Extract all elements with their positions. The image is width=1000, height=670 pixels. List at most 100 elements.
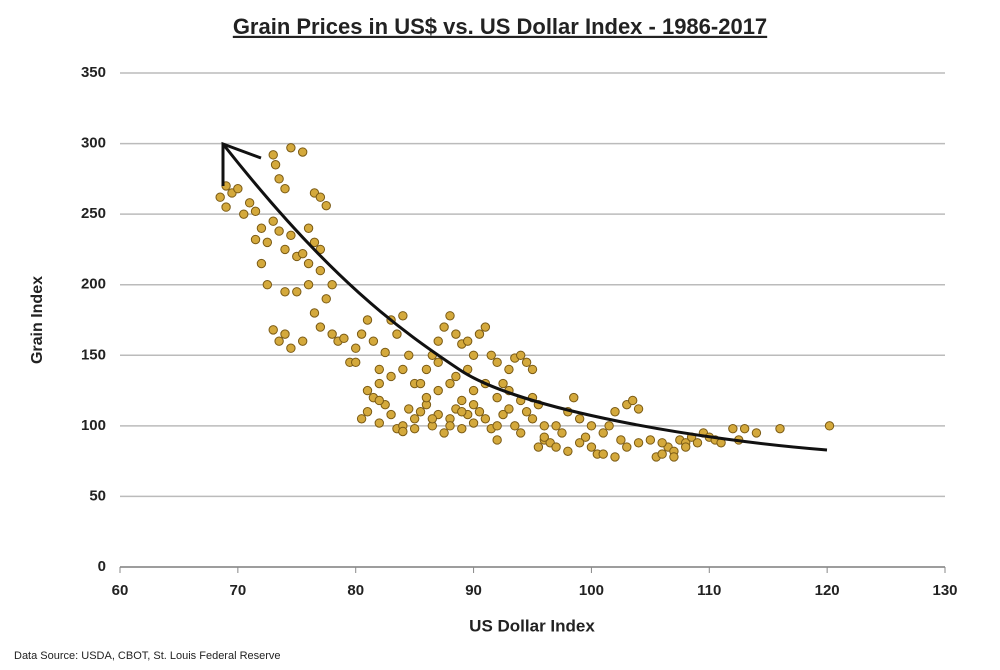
point [521, 357, 532, 368]
point [433, 336, 443, 346]
point [516, 428, 526, 438]
point [398, 364, 408, 375]
point [480, 322, 491, 332]
point [433, 385, 443, 396]
point [392, 329, 402, 339]
point [280, 329, 290, 339]
point [586, 421, 597, 431]
point [498, 378, 508, 389]
point [233, 184, 243, 194]
x-axis-label: US Dollar Index [469, 616, 595, 635]
point [309, 237, 320, 248]
point [445, 421, 455, 431]
point [398, 311, 408, 321]
point [451, 371, 461, 382]
point [262, 237, 273, 248]
point [468, 399, 479, 410]
point [239, 209, 249, 219]
point [692, 438, 703, 448]
point [374, 378, 384, 389]
source-note: Data Source: USDA, CBOT, St. Louis Feder… [14, 650, 281, 662]
point [309, 308, 320, 318]
point [256, 258, 267, 269]
point [356, 329, 367, 339]
point [286, 343, 296, 353]
point [728, 423, 738, 434]
point [586, 442, 597, 452]
point [539, 421, 549, 431]
point [622, 442, 632, 452]
point [286, 143, 296, 153]
point [474, 329, 485, 339]
point [427, 414, 438, 424]
point [527, 364, 538, 375]
point [356, 414, 367, 424]
point [321, 294, 331, 304]
point [451, 329, 461, 339]
point [445, 311, 455, 321]
point [492, 357, 502, 368]
point [580, 432, 591, 442]
point [315, 265, 326, 276]
point [657, 449, 667, 459]
point [244, 198, 255, 208]
point [681, 442, 691, 452]
point [362, 315, 373, 325]
point [386, 371, 396, 382]
point [480, 414, 491, 424]
point [404, 404, 414, 414]
point [468, 385, 479, 396]
trend-arrow [221, 141, 828, 452]
point [351, 357, 361, 368]
y-tick-label: 200 [81, 276, 106, 293]
point [604, 421, 614, 431]
point [274, 174, 284, 184]
point [669, 452, 679, 462]
point [386, 409, 396, 420]
point [315, 322, 326, 332]
x-tick-label: 70 [230, 582, 247, 599]
point [421, 364, 432, 375]
point [474, 407, 485, 417]
point [297, 147, 308, 157]
point [610, 407, 620, 417]
point [457, 395, 467, 406]
point [521, 407, 532, 417]
point [409, 414, 420, 424]
point [339, 333, 349, 344]
y-tick-label: 100 [81, 417, 106, 434]
y-tick-label: 0 [98, 558, 106, 575]
point [250, 234, 261, 245]
y-tick-label: 300 [81, 135, 106, 152]
arrow-head [221, 141, 262, 186]
point [268, 216, 278, 226]
point [362, 385, 373, 396]
point [215, 192, 225, 202]
point [557, 428, 567, 438]
point [409, 423, 420, 434]
point [380, 347, 390, 358]
point [657, 438, 667, 448]
point [824, 421, 835, 431]
point [374, 418, 384, 428]
point [445, 378, 455, 389]
y-tick-label: 150 [81, 346, 106, 363]
point [574, 438, 585, 448]
point [627, 395, 638, 406]
point [415, 407, 426, 417]
x-tick-label: 120 [815, 582, 840, 599]
point [645, 435, 656, 445]
point [533, 442, 544, 452]
point [280, 244, 290, 255]
point [492, 392, 502, 403]
point [327, 329, 337, 339]
point [415, 378, 426, 389]
point [321, 200, 331, 211]
point [504, 364, 514, 375]
x-tick-label: 100 [579, 582, 604, 599]
point [439, 428, 449, 438]
point [315, 192, 326, 202]
point [368, 336, 379, 346]
point [504, 404, 514, 414]
point [433, 357, 443, 368]
